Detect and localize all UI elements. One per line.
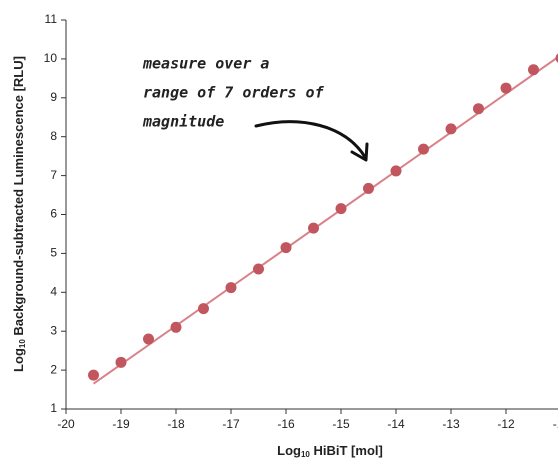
fit-line [92,55,558,385]
annotation-line: range of 7 orders of [143,84,325,102]
y-label-sub: 10 [18,339,27,348]
annotation-line: magnitude [142,113,224,131]
y-tick-label: 3 [50,323,57,337]
data-point [308,222,319,234]
y-tick-label: 11 [45,12,58,26]
y-tick-label: 2 [50,362,57,376]
x-label-prefix: Log [277,443,301,458]
data-point [170,321,182,333]
annotation-line: measure over a [142,55,269,73]
data-point [143,333,154,345]
y-tick-label: 1 [50,401,57,415]
annotation-arrow [254,120,367,159]
data-point [418,143,429,155]
data-point [445,123,457,135]
data-point [363,182,374,194]
y-tick-label: 9 [50,90,57,104]
data-point [198,303,209,315]
y-tick-label: 4 [50,284,57,298]
x-axis-label: Log10 HiBiT [mol] [277,443,383,459]
data-point [88,369,99,381]
y-axis-label: Log10 Background-subtracted Luminescence… [11,56,27,372]
data-point [528,64,539,76]
x-tick-label: -12 [497,417,515,431]
data-point [115,356,127,368]
data-point [473,103,484,115]
y-tick-label: 6 [50,207,57,221]
x-tick-label: -14 [387,417,405,431]
x-tick-label: -19 [112,417,130,431]
data-point [335,203,347,215]
data-point [225,282,237,294]
x-tick-label: -13 [442,417,460,431]
x-tick-label: -15 [332,417,350,431]
data-point [500,82,512,94]
data-point [555,53,558,63]
x-tick-label: -18 [167,417,185,431]
y-tick-label: 8 [50,129,57,143]
x-tick-label: -16 [277,417,295,431]
data-point [390,165,402,177]
y-tick-label: 10 [44,51,58,65]
x-tick-label: -11 [553,417,558,431]
y-label-prefix: Log [11,348,26,372]
x-label-sub: 10 [301,450,310,459]
x-tick-label: -20 [57,417,75,431]
y-label-text: Background-subtracted Luminescence [RLU] [11,56,26,339]
x-label-text: HiBiT [mol] [310,443,383,458]
x-tick-label: -17 [222,417,240,431]
annotation-arrowhead [350,142,369,162]
data-point [253,263,264,275]
y-tick-label: 7 [50,168,57,182]
data-point [280,242,292,254]
y-tick-label: 5 [50,246,57,260]
